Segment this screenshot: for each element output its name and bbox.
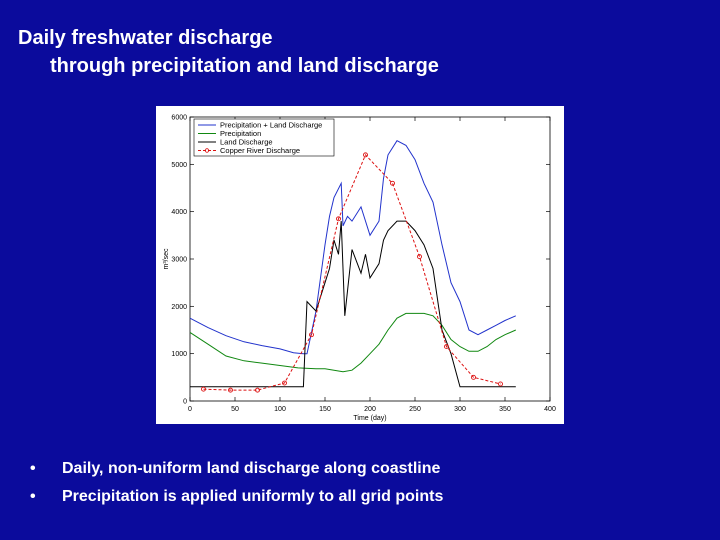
- discharge-chart: 0 50 100 150 200 250 300 350 400 0 1000 2000 3000 400…: [156, 106, 564, 424]
- x-tick-label: 100: [274, 406, 286, 413]
- data-point: [309, 332, 314, 338]
- y-tick-label: 5000: [171, 162, 187, 169]
- data-point: [363, 152, 368, 158]
- data-point: [201, 386, 206, 392]
- y-tick-label: 6000: [171, 115, 187, 122]
- title-line-1: Daily freshwater discharge: [18, 27, 273, 49]
- series-line-1: [189, 312, 516, 373]
- x-tick-label: 250: [409, 406, 421, 413]
- title-line-2: through precipitation and land discharge: [50, 55, 439, 77]
- data-point: [390, 180, 395, 186]
- data-point: [417, 254, 422, 260]
- bullet-list: • Daily, non-uniform land discharge alon…: [28, 455, 443, 511]
- bullet-marker: •: [30, 488, 36, 505]
- slide-title: Daily freshwater discharge through preci…: [18, 24, 439, 80]
- y-tick-label: 2000: [171, 304, 187, 311]
- y-tick-label: 3000: [171, 257, 187, 264]
- bullet-marker: •: [30, 460, 36, 477]
- x-tick-label: 150: [319, 406, 331, 413]
- series-line-3: [203, 154, 501, 391]
- series-line-2: [190, 220, 516, 388]
- x-axis-label: Time (day): [353, 415, 386, 422]
- series-line-0: [189, 140, 516, 355]
- bullet-text: Precipitation is applied uniformly to al…: [62, 488, 444, 505]
- data-point: [228, 387, 233, 393]
- data-point: [444, 344, 449, 350]
- data-point: [282, 380, 287, 386]
- x-tick-label: 300: [454, 406, 466, 413]
- bullet-text: Daily, non-uniform land discharge along …: [62, 460, 441, 477]
- y-tick-label: 4000: [171, 209, 187, 216]
- x-tick-label: 350: [499, 406, 511, 413]
- data-point: [255, 387, 260, 393]
- data-point: [498, 381, 503, 387]
- legend-label: Copper River Discharge: [220, 146, 300, 155]
- x-tick-label: 400: [544, 406, 556, 413]
- y-tick-label: 1000: [171, 351, 187, 358]
- data-point: [336, 216, 341, 222]
- bullet-item: • Precipitation is applied uniformly to …: [28, 483, 443, 511]
- x-tick-label: 50: [231, 406, 239, 413]
- x-tick-label: 0: [188, 406, 192, 413]
- legend-label: Precipitation: [220, 129, 261, 138]
- chart-legend: Precipitation + Land DischargePrecipitat…: [193, 118, 335, 157]
- bullet-item: • Daily, non-uniform land discharge alon…: [28, 455, 443, 483]
- chart-axes: 0 50 100 150 200 250 300 350 4000100020003000400…: [163, 115, 556, 423]
- chart-series: [189, 140, 516, 393]
- chart-svg: 0 50 100 150 200 250 300 350 4000100020003000400…: [163, 115, 556, 423]
- data-point: [471, 374, 476, 380]
- legend-marker: [204, 148, 210, 153]
- y-axis-label: m³/sec: [163, 248, 170, 270]
- legend-box: [193, 118, 335, 157]
- legend-label: Land Discharge: [220, 138, 273, 147]
- y-tick-label: 0: [183, 399, 187, 406]
- legend-label: Precipitation + Land Discharge: [220, 121, 322, 130]
- x-tick-label: 200: [364, 406, 376, 413]
